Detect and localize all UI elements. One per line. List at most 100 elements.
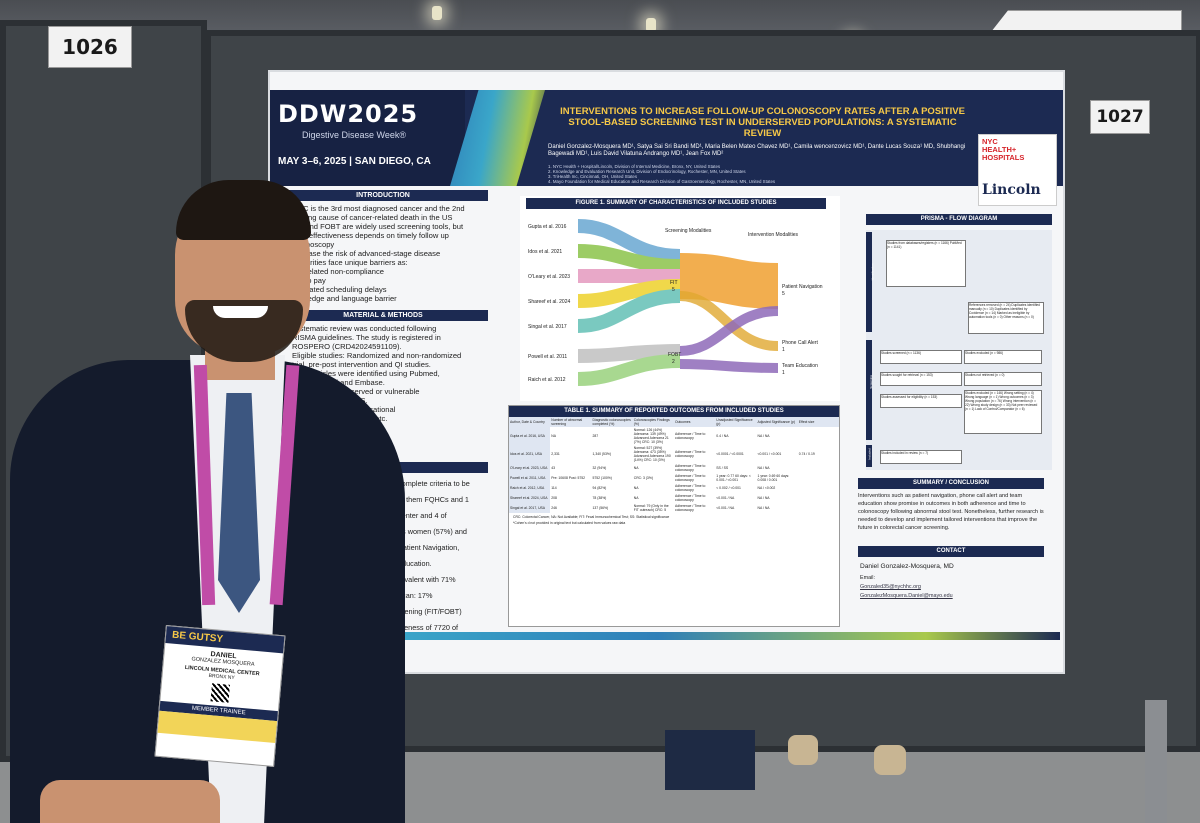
contact-email-1: Gonzaled35@nychhc.org bbox=[860, 584, 921, 590]
contact-email-2: GonzalezMosquera.Daniel@mayo.edu bbox=[860, 593, 953, 599]
modality-fit-count: 5 bbox=[672, 287, 675, 293]
conclusion-body: Interventions such as patient navigation… bbox=[858, 492, 1044, 532]
prisma-box: Studies excluded (n = 146) Wrong setting… bbox=[964, 390, 1042, 434]
table-footnote-2: *Cohen's d not provided in original text… bbox=[513, 521, 626, 525]
lincoln-logo bbox=[978, 134, 1057, 206]
prisma-box: Studies assessed for eligibility (n = 15… bbox=[880, 394, 962, 408]
booth-number-sign-left: 1026 bbox=[48, 26, 132, 68]
study-label: Raich et al. 2012 bbox=[528, 377, 566, 383]
outcomes-table: Author, Date & Country Number of abnorma… bbox=[509, 417, 839, 513]
affiliation: 1. NYC Health + Hospital/Lincoln, Divisi… bbox=[548, 164, 721, 169]
flow-fobt-education bbox=[679, 359, 779, 373]
flow-gupta bbox=[577, 219, 681, 263]
table-header-row: Author, Date & Country Number of abnorma… bbox=[509, 417, 839, 427]
figure-1: FIGURE 1. SUMMARY OF CHARACTERISTICS OF … bbox=[520, 196, 840, 401]
table-row: O'Leary et al. 2023, USA 43 32 (94%) NA Adhe… bbox=[509, 463, 770, 473]
poster-authors: Daniel Gonzalez-Mosquera MD¹, Satya Sai … bbox=[548, 144, 966, 157]
conference-brand-block bbox=[270, 90, 465, 186]
visitor-shoe bbox=[788, 735, 818, 765]
affiliation: 3. TriHealth Inc, Cincinnati, OH, United… bbox=[548, 174, 638, 179]
table-header: Diagnostic colonoscopies completed (%) bbox=[592, 418, 631, 426]
board-leg bbox=[1145, 700, 1167, 823]
prisma-box: Studies screened (n = 1136) bbox=[880, 350, 962, 364]
prisma-box: Studies from databases/registers (n = 11… bbox=[886, 240, 966, 287]
study-label: Singal et al. 2017 bbox=[528, 324, 567, 330]
prisma-diagram: Identification Screening Included Studie… bbox=[866, 230, 1052, 470]
lincoln-logo-text: Lincoln bbox=[982, 182, 1041, 198]
person-tie bbox=[218, 393, 260, 613]
flow-raich bbox=[577, 354, 681, 386]
table-footnote: CRC: Colorectal Cancer, NA: Not Availabl… bbox=[513, 515, 670, 519]
affiliation: 4. Mayo Foundation for Medical Education… bbox=[548, 179, 776, 184]
visitor-shoe bbox=[874, 745, 906, 775]
figure-1-title: FIGURE 1. SUMMARY OF CHARACTERISTICS OF … bbox=[526, 198, 826, 209]
modality-fit: FIT bbox=[670, 280, 678, 286]
flow-fit-phone bbox=[679, 291, 779, 351]
conference-subtitle: Digestive Disease Week® bbox=[302, 130, 407, 140]
prisma-stage-label: Included bbox=[867, 448, 872, 460]
table-header: Unadjusted Significance (p) bbox=[716, 418, 753, 426]
study-label: Powell et al. 2011 bbox=[528, 354, 567, 360]
prisma-stage-bar bbox=[866, 232, 872, 332]
table-header: Adjusted Significance (p) bbox=[757, 420, 796, 424]
poster-bottom-band bbox=[390, 632, 1060, 640]
study-label: Idos et al. 2021 bbox=[528, 249, 562, 255]
contact-email-label: Email: bbox=[860, 575, 875, 581]
ceiling-light bbox=[646, 18, 656, 32]
table-row: Raich et al. 2012, USA 114 94 (82%) NA Adher… bbox=[509, 483, 776, 493]
flow-singal bbox=[577, 289, 681, 333]
study-label: Gupta et al. 2016 bbox=[528, 224, 567, 230]
prisma-stage-label: Identification bbox=[870, 263, 875, 281]
table-row: Gupta et al. 2016, USA NA 287 Normal: 126 (… bbox=[509, 427, 770, 445]
affiliation: 2. Knowledge and Evaluation Research Uni… bbox=[548, 169, 746, 174]
flow-fit-navigation bbox=[679, 253, 779, 309]
prisma-box: Studies not retrieved (n = 0) bbox=[964, 372, 1042, 386]
intervention-phone-count: 1 bbox=[782, 347, 785, 353]
poster-affiliations: 1. NYC Health + Hospital/Lincoln, Divisi… bbox=[548, 164, 968, 184]
prisma-box: Studies excluded (n = 986) bbox=[964, 350, 1042, 364]
sankey-flows bbox=[577, 219, 779, 386]
contact-body: Daniel Gonzalez-Mosquera, MD Email: Gonz… bbox=[860, 562, 1046, 601]
study-label: Shareef et al. 2024 bbox=[528, 299, 570, 305]
table-header: Number of abnormal screening bbox=[551, 418, 583, 426]
visitor-legs bbox=[665, 730, 755, 790]
table-header: Effect size bbox=[798, 420, 815, 424]
flow-powell bbox=[577, 344, 681, 363]
person-hair bbox=[176, 180, 311, 240]
flow-fobt-navigation bbox=[679, 306, 779, 356]
prisma-stage-bar bbox=[866, 445, 872, 467]
prisma-box: References removed (n = 24) Duplicates i… bbox=[968, 302, 1044, 334]
conference-dates: MAY 3–6, 2025 | SAN DIEGO, CA bbox=[278, 156, 431, 167]
poster-title: INTERVENTIONS TO INCREASE FOLLOW-UP COLO… bbox=[560, 106, 965, 139]
intervention-navigation-count: 5 bbox=[782, 291, 785, 297]
intervention-phone: Phone Call Alert bbox=[782, 340, 818, 346]
name-badge: BE GUTSY DANIEL GONZALEZ MOSQUERA LINCOL… bbox=[154, 625, 286, 767]
intervention-navigation: Patient Navigation bbox=[782, 284, 823, 290]
poster-board-number: 1027 bbox=[1090, 100, 1150, 134]
nyc-health-logo-text: NYC HEALTH+ HOSPITALS bbox=[982, 137, 1025, 162]
contact-heading: CONTACT bbox=[858, 546, 1044, 557]
flow-shareef bbox=[577, 279, 681, 308]
intro-body: CRC is the 3rd most diagnosed cancer and… bbox=[292, 204, 488, 303]
prisma-stage-bar bbox=[866, 340, 872, 440]
table-row: Shareef et al. 2024, USA 208 78 (38%) NA Adh… bbox=[509, 493, 770, 503]
table-1-title: TABLE 1. SUMMARY OF REPORTED OUTCOMES FR… bbox=[509, 406, 839, 417]
table-row: Singal et al. 2017, USA 246 137 (56%) Norma… bbox=[509, 503, 770, 513]
prisma-box: Studies sought for retrieval (n = 153) bbox=[880, 372, 962, 386]
table-row: Idos et al. 2021, USA 2,331 1,340 (53%) Nor… bbox=[509, 445, 815, 463]
flow-idos bbox=[577, 244, 681, 273]
person-smile bbox=[213, 306, 268, 318]
modality-fobt-count: 2 bbox=[672, 359, 675, 365]
table-header: Colonoscopies Findings (%) bbox=[633, 418, 670, 426]
ceiling-light bbox=[432, 6, 442, 20]
intervention-education-count: 1 bbox=[782, 370, 785, 376]
prisma-heading: PRISMA - FLOW DIAGRAM bbox=[866, 214, 1052, 225]
study-label: O'Leary et al. 2023 bbox=[528, 274, 570, 280]
conference-name: DDW2025 bbox=[278, 100, 419, 128]
table-1: TABLE 1. SUMMARY OF REPORTED OUTCOMES FR… bbox=[508, 405, 840, 627]
table-header: Author, Date & Country bbox=[510, 420, 545, 424]
conclusion-heading: SUMMARY / CONCLUSION bbox=[858, 478, 1044, 489]
modality-fobt: FOBT bbox=[668, 352, 681, 358]
badge-qr-code bbox=[210, 683, 231, 703]
table-row: Powell et al. 2011, USA Pre: 10608 Post: … bbox=[509, 473, 790, 483]
